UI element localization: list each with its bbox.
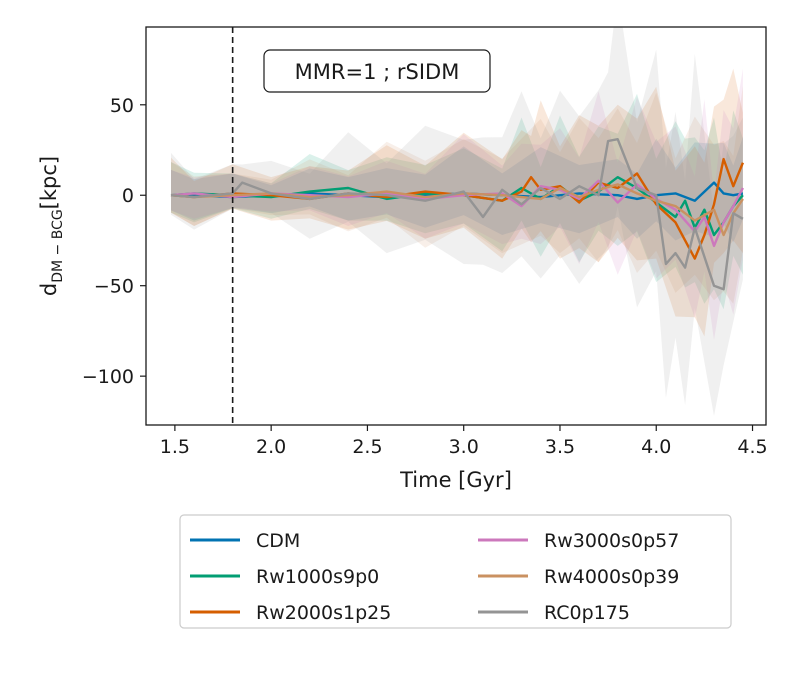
y-axis-title-main: d	[37, 283, 61, 296]
x-tick-label: 4.0	[641, 436, 671, 458]
y-axis-title: dDM − BCG[kpc]	[37, 156, 66, 296]
plot-frame	[145, 26, 767, 426]
series-lines	[170, 137, 745, 291]
x-axis-title: Time [Gyr]	[399, 468, 512, 492]
annotation-frame	[263, 49, 491, 93]
x-tick-label: 3.0	[449, 436, 479, 458]
x-tick-label: 2.5	[352, 436, 382, 458]
legend-label-CDM: CDM	[256, 530, 300, 552]
y-tick-label: −100	[82, 366, 134, 388]
y-axis-ticks: 50 0 −50 −100	[82, 95, 146, 388]
annotation-text: MMR=1 ; rSIDM	[295, 60, 460, 84]
band-Rw2000s1p25	[171, 68, 743, 337]
y-tick-label: 50	[110, 95, 134, 117]
legend-label-Rw2000s1p25: Rw2000s1p25	[256, 602, 391, 624]
legend-label-Rw1000s9p0: Rw1000s9p0	[256, 566, 379, 588]
legend-label-Rw4000s0p39: Rw4000s0p39	[544, 566, 679, 588]
series-line-RC0p175	[170, 137, 744, 291]
annotation-box: MMR=1 ; rSIDM	[263, 49, 491, 93]
band-Rw1000s9p0	[171, 93, 743, 310]
x-axis-ticks: 1.5 2.0 2.5 3.0 3.5 4.0 4.5	[160, 425, 768, 458]
y-axis-title-unit: [kpc]	[37, 156, 61, 209]
legend-label-Rw3000s0p57: Rw3000s0p57	[544, 530, 679, 552]
band-RC0p175	[171, 27, 743, 416]
y-tick-label: 0	[122, 185, 134, 207]
series-line-Rw3000s0p57	[170, 179, 744, 248]
y-axis-title-subscript: DM − BCG	[50, 209, 66, 282]
y-tick-label: −50	[94, 276, 134, 298]
legend-frame	[179, 514, 732, 629]
x-tick-label: 1.5	[160, 436, 190, 458]
band-Rw3000s0p57	[171, 68, 743, 340]
legend: CDM Rw1000s9p0 Rw2000s1p25 Rw3000s0p57 Rw400…	[179, 514, 732, 629]
x-tick-label: 4.5	[737, 436, 767, 458]
legend-label-RC0p175: RC0p175	[544, 602, 630, 624]
x-tick-label: 2.0	[256, 436, 286, 458]
x-tick-label: 3.5	[545, 436, 575, 458]
band-CDM	[171, 137, 743, 243]
